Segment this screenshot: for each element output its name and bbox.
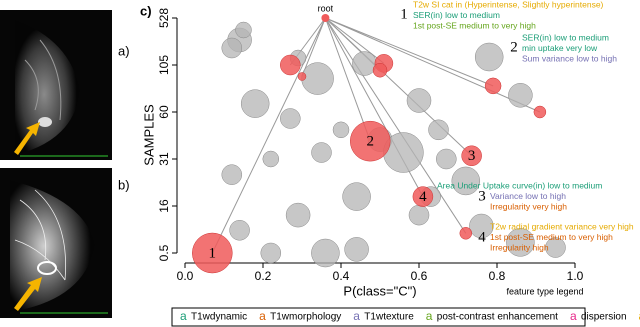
highlighted-bubble: [280, 54, 301, 76]
y-tick-label: 31: [157, 152, 171, 166]
x-tick-label: 1.0: [567, 269, 584, 283]
highlighted-bubble: [461, 145, 482, 167]
annotation-text: Irregularity high: [490, 242, 549, 252]
node-label: 4: [419, 189, 427, 205]
root-node: [321, 14, 330, 22]
highlighted-bubble: [459, 227, 473, 240]
bubble: [436, 148, 457, 170]
panel-label: c): [140, 3, 152, 18]
x-tick-label: 0.2: [255, 269, 272, 283]
legend-label: T1wdynamic: [191, 312, 247, 323]
legend-title: feature type legend: [506, 286, 583, 296]
annotation-number: 4: [478, 229, 486, 245]
annotation-text: SER(in) low to medium: [522, 32, 609, 42]
annotation-text: Variance low to high: [490, 191, 566, 201]
node-label: 2: [367, 134, 375, 150]
tree-edge: [325, 17, 494, 87]
x-tick-label: 0.8: [489, 269, 506, 283]
bubble: [240, 89, 270, 118]
legend-marker: a: [426, 309, 433, 323]
legend-label: post-contrast enhancement: [437, 312, 558, 323]
legend-marker: a: [180, 309, 187, 323]
highlighted-bubble: [192, 232, 233, 274]
highlighted-bubble: [484, 77, 502, 95]
bubble: [221, 164, 243, 185]
panel-label: b): [118, 177, 130, 192]
bubble: [451, 166, 481, 196]
annotation-text: 1st post-SE medium to very high: [413, 20, 536, 30]
panel-label: a): [118, 43, 130, 58]
bubble: [311, 238, 340, 268]
tree-edge: [325, 17, 385, 64]
bubble: [344, 237, 369, 262]
x-tick-label: 0.0: [177, 269, 194, 283]
bubble: [311, 142, 332, 163]
highlighted-bubble: [412, 186, 434, 207]
bubble: [260, 242, 282, 264]
bubble: [262, 150, 280, 168]
bubble: [474, 42, 504, 72]
tree-edge: [301, 17, 326, 77]
tree-edge: [324, 17, 371, 142]
tree-edge: [325, 17, 541, 113]
node-label: 1: [209, 245, 217, 261]
annotation-text: Sum variance low to high: [522, 53, 617, 63]
bubble: [408, 204, 430, 226]
legend-label: T1wtexture: [364, 312, 414, 323]
annotation-text: 1st post-SE medium to very high: [490, 232, 613, 242]
bubble: [301, 62, 334, 95]
bubble: [508, 83, 533, 108]
bubble: [352, 51, 377, 76]
annotation-number: 1: [400, 6, 408, 22]
x-tick-label: 0.4: [333, 269, 350, 283]
x-tick-label: 0.6: [411, 269, 428, 283]
bubble: [332, 121, 350, 139]
bubble: [235, 21, 252, 39]
y-tick-label: 16: [157, 199, 171, 213]
x-axis-label: P(class="C"): [343, 283, 416, 298]
tree-edge: [324, 17, 467, 234]
highlighted-bubble: [533, 105, 547, 119]
y-tick-label: 528: [157, 8, 171, 28]
legend-marker: a: [570, 309, 577, 323]
legend-marker: a: [259, 309, 266, 323]
highlighted-bubble: [372, 62, 388, 78]
bubble: [285, 202, 311, 228]
y-tick-label: 60: [157, 105, 171, 119]
root-label: root: [318, 3, 334, 13]
bubble: [545, 237, 566, 258]
node-label: 3: [468, 148, 476, 164]
y-axis-label: SAMPLES: [141, 104, 156, 166]
mri-image-b: [0, 168, 112, 318]
bubble: [428, 119, 449, 141]
annotation-number: 3: [478, 188, 486, 204]
bubble: [221, 37, 243, 59]
bubble: [469, 213, 494, 239]
legend-box: [171, 307, 586, 327]
annotation-number: 2: [510, 39, 518, 55]
annotation-text: Irregularity very high: [490, 201, 567, 211]
legend-marker: a: [353, 309, 360, 323]
bubble: [506, 228, 535, 257]
annotation-text: T2w radial gradient variance very high: [490, 221, 634, 231]
y-tick-label: 0.5: [157, 244, 171, 261]
bubble: [280, 108, 301, 129]
tree-edge: [211, 17, 326, 254]
annotation-text: min uptake very low: [522, 43, 598, 53]
mri-image-a: [0, 10, 112, 160]
bubble: [229, 220, 250, 241]
legend-label: T1wmorphology: [270, 312, 341, 323]
legend-label: dispersion: [581, 312, 627, 323]
annotation-text: T2w SI cat in (Hyperintense, Slightly hy…: [413, 0, 604, 9]
annotation-text: Area Under Uptake curve(in) low to mediu…: [437, 180, 602, 190]
legend-marker: a: [639, 309, 640, 323]
annotation-text: SER(in) low to medium: [413, 10, 500, 20]
bubble: [406, 88, 432, 113]
highlighted-bubble: [297, 72, 307, 81]
bubble: [342, 182, 371, 211]
highlighted-bubble: [350, 120, 391, 162]
y-tick-label: 105: [157, 55, 171, 75]
